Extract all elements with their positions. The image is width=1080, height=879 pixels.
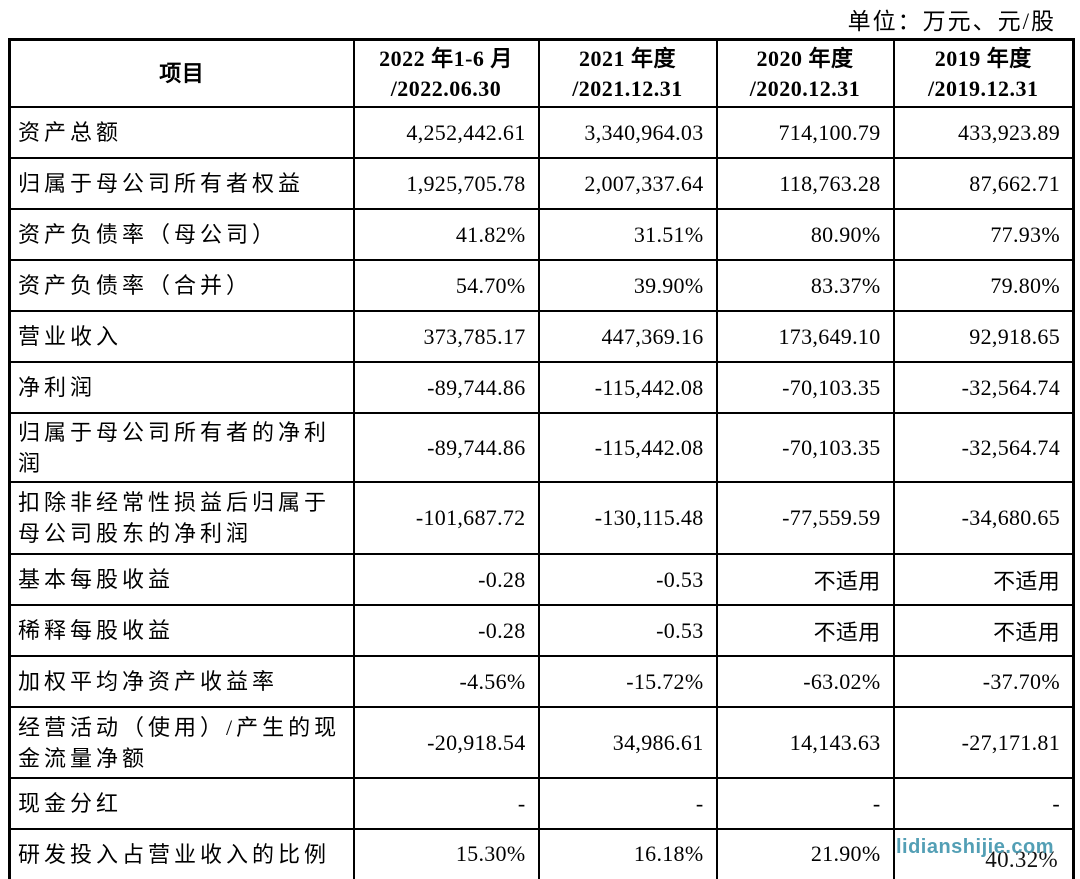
table-row: 基本每股收益 -0.28 -0.53 不适用 不适用 [8,553,1075,606]
cell-value: 不适用 [892,604,1075,657]
table-row: 归属于母公司所有者权益 1,925,705.78 2,007,337.64 11… [8,157,1075,210]
row-label: 资产负债率（合并） [8,259,355,312]
cell-value: -0.28 [352,553,540,606]
cell-value: -70,103.35 [715,412,895,483]
row-label: 经营活动（使用）/产生的现 金流量净额 [8,706,355,779]
cell-value: 77.93% [892,208,1075,261]
cell-value: -34,680.65 [892,481,1075,555]
cell-value: 2,007,337.64 [537,157,718,210]
cell-value: -89,744.86 [352,412,540,483]
cell-value: 447,369.16 [537,310,718,363]
cell-value: 54.70% [352,259,540,312]
table-row: 稀释每股收益 -0.28 -0.53 不适用 不适用 [8,604,1075,657]
cell-value: 不适用 [715,604,895,657]
cell-value: 14,143.63 [715,706,895,779]
cell-value: 34,986.61 [537,706,718,779]
cell-value: 173,649.10 [715,310,895,363]
table-row: 研发投入占营业收入的比例 15.30% 16.18% 21.90% lidian… [8,828,1075,879]
cell-value-watermarked: lidianshijie.com 40.32% [892,828,1075,879]
cell-value: -115,442.08 [537,412,718,483]
row-label: 资产负债率（母公司） [8,208,355,261]
cell-value: -63.02% [715,655,895,708]
cell-value: 不适用 [892,553,1075,606]
table-row: 资产负债率（母公司） 41.82% 31.51% 80.90% 77.93% [8,208,1075,261]
cell-value: -32,564.74 [892,361,1075,414]
cell-value: - [537,777,718,830]
column-header-2019: 2019 年度 /2019.12.31 [892,38,1075,108]
table-row: 经营活动（使用）/产生的现 金流量净额 -20,918.54 34,986.61… [8,706,1075,779]
column-header-item: 项目 [8,38,355,108]
cell-value: 433,923.89 [892,106,1075,159]
cell-value: 118,763.28 [715,157,895,210]
column-header-2022h1: 2022 年1-6 月 /2022.06.30 [352,38,540,108]
row-label: 营业收入 [8,310,355,363]
header-row: 项目 2022 年1-6 月 /2022.06.30 2021 年度 /2021… [8,38,1075,108]
row-label: 净利润 [8,361,355,414]
cell-value: -20,918.54 [352,706,540,779]
cell-value: 714,100.79 [715,106,895,159]
row-label: 扣除非经常性损益后归属于 母公司股东的净利润 [8,481,355,555]
cell-value: 4,252,442.61 [352,106,540,159]
unit-label: 单位：万元、元/股 [847,9,1056,34]
financial-summary-table: 项目 2022 年1-6 月 /2022.06.30 2021 年度 /2021… [8,38,1075,879]
cell-value: -77,559.59 [715,481,895,555]
cell-value: 41.82% [352,208,540,261]
table-row: 归属于母公司所有者的净利 润 -89,744.86 -115,442.08 -7… [8,412,1075,483]
table-row: 扣除非经常性损益后归属于 母公司股东的净利润 -101,687.72 -130,… [8,481,1075,555]
cell-value: 373,785.17 [352,310,540,363]
row-label: 稀释每股收益 [8,604,355,657]
cell-value: -115,442.08 [537,361,718,414]
cell-value: 87,662.71 [892,157,1075,210]
cell-value: 79.80% [892,259,1075,312]
cell-value: 40.32% [985,847,1058,872]
cell-value: -0.53 [537,604,718,657]
cell-value: -101,687.72 [352,481,540,555]
cell-value: 92,918.65 [892,310,1075,363]
cell-value: -37.70% [892,655,1075,708]
table-row: 净利润 -89,744.86 -115,442.08 -70,103.35 -3… [8,361,1075,414]
row-label: 资产总额 [8,106,355,159]
row-label: 归属于母公司所有者权益 [8,157,355,210]
cell-value: 不适用 [715,553,895,606]
table-row: 资产总额 4,252,442.61 3,340,964.03 714,100.7… [8,106,1075,159]
cell-value: -27,171.81 [892,706,1075,779]
watermark-text: lidianshijie.com [895,836,1054,858]
table-row: 现金分红 - - - - [8,777,1075,830]
table-row: 营业收入 373,785.17 447,369.16 173,649.10 92… [8,310,1075,363]
cell-value: 1,925,705.78 [352,157,540,210]
cell-value: - [892,777,1075,830]
cell-value: -70,103.35 [715,361,895,414]
row-label: 加权平均净资产收益率 [8,655,355,708]
cell-value: - [715,777,895,830]
column-header-2020: 2020 年度 /2020.12.31 [715,38,895,108]
row-label: 归属于母公司所有者的净利 润 [8,412,355,483]
cell-value: -0.28 [352,604,540,657]
cell-value: 16.18% [537,828,718,879]
table-row: 资产负债率（合并） 54.70% 39.90% 83.37% 79.80% [8,259,1075,312]
cell-value: -15.72% [537,655,718,708]
cell-value: 83.37% [715,259,895,312]
cell-value: 39.90% [537,259,718,312]
cell-value: 21.90% [715,828,895,879]
column-header-2021: 2021 年度 /2021.12.31 [537,38,718,108]
cell-value: -89,744.86 [352,361,540,414]
cell-value: -4.56% [352,655,540,708]
cell-value: 3,340,964.03 [537,106,718,159]
row-label: 基本每股收益 [8,553,355,606]
row-label: 现金分红 [8,777,355,830]
table-row: 加权平均净资产收益率 -4.56% -15.72% -63.02% -37.70… [8,655,1075,708]
cell-value: 80.90% [715,208,895,261]
cell-value: -130,115.48 [537,481,718,555]
cell-value: 31.51% [537,208,718,261]
cell-value: -0.53 [537,553,718,606]
cell-value: -32,564.74 [892,412,1075,483]
cell-value: 15.30% [352,828,540,879]
cell-value: - [352,777,540,830]
row-label: 研发投入占营业收入的比例 [8,828,355,879]
